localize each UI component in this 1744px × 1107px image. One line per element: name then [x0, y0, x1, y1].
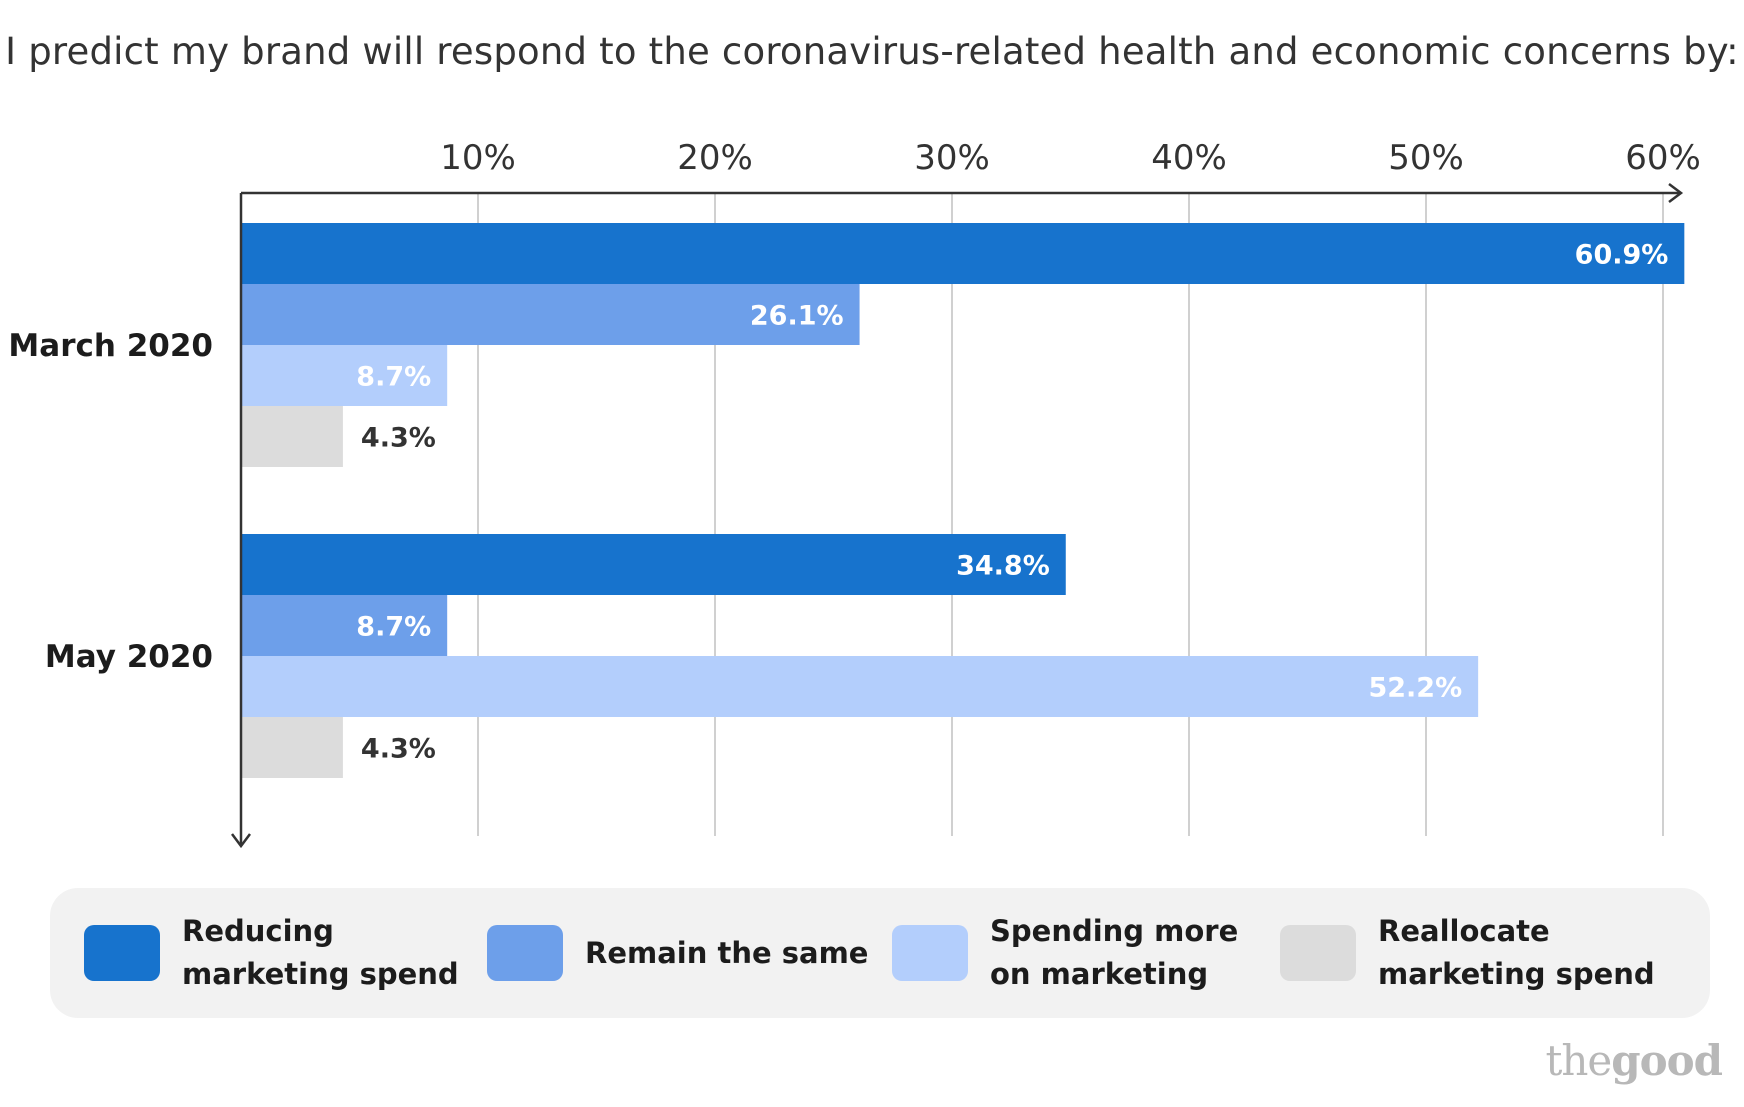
bar-value-labels: 60.9% 26.1% 8.7% 4.3% 34.8% 8.7% 52.2% 4.3% [356, 240, 1668, 765]
brand-logo: thegood [1545, 1036, 1723, 1085]
chart-title: I predict my brand will respond to the c… [5, 30, 1739, 73]
legend-item-remain-the-same: Remain the same [487, 888, 868, 1018]
value-label-may-2020-reducing-marketing-spend: 34.8% [956, 551, 1050, 582]
legend-swatch [84, 925, 160, 981]
x-tick-label-60: 60% [1625, 138, 1701, 178]
bar-march-2020-spending-more-on-marketing [241, 345, 448, 406]
bar-march-2020-reducing-marketing-spend [241, 223, 1685, 284]
x-tick-label-40: 40% [1151, 138, 1227, 178]
group-labels: March 2020 May 2020 [8, 328, 213, 675]
value-label-march-2020-reducing-marketing-spend: 60.9% [1575, 240, 1669, 271]
x-tick-label-20: 20% [677, 138, 753, 178]
x-axis-arrow [1668, 183, 1684, 203]
value-label-may-2020-spending-more-on-marketing: 52.2% [1368, 673, 1462, 704]
value-label-march-2020-remain-the-same: 26.1% [750, 301, 844, 332]
bar-may-2020-remain-the-same [241, 595, 448, 656]
bar-chart: 10% 20% 30% 40% 50% 60% 60.9% 26.1% 8.7% 4.3% 34.… [8, 138, 1701, 849]
x-tick-label-10: 10% [440, 138, 516, 178]
legend: Reducing marketing spend Remain the same S… [50, 888, 1710, 1018]
bar-may-2020-spending-more-on-marketing [241, 656, 1479, 717]
y-axis-arrow [231, 833, 251, 849]
legend-label: Spending more on marketing [990, 914, 1239, 991]
value-label-march-2020-spending-more-on-marketing: 8.7% [356, 362, 431, 393]
value-label-march-2020-reallocate-marketing-spend: 4.3% [361, 423, 436, 454]
legend-item-spending-more-on-marketing: Spending more on marketing [892, 888, 1238, 1018]
bar-march-2020-reallocate-marketing-spend [241, 406, 343, 467]
x-tick-label-30: 30% [914, 138, 990, 178]
legend-item-reallocate-marketing-spend: Reallocate marketing spend [1280, 888, 1655, 1018]
x-axis-ticks: 10% 20% 30% 40% 50% 60% [440, 138, 1701, 178]
axes [231, 183, 1684, 849]
legend-label: Reducing marketing spend [182, 914, 459, 991]
bar-march-2020-remain-the-same [241, 284, 860, 345]
legend-item-reducing-marketing-spend: Reducing marketing spend [84, 888, 459, 1018]
bar-may-2020-reducing-marketing-spend [241, 534, 1066, 595]
group-label-march-2020: March 2020 [8, 328, 213, 364]
value-label-may-2020-remain-the-same: 8.7% [356, 612, 431, 643]
bars [241, 223, 1685, 778]
legend-label: Reallocate marketing spend [1378, 914, 1655, 991]
brand-logo-the: the [1545, 1036, 1612, 1085]
x-tick-label-50: 50% [1388, 138, 1464, 178]
legend-swatch [1280, 925, 1356, 981]
legend-swatch [892, 925, 968, 981]
legend-label: Remain the same [585, 935, 869, 970]
group-label-may-2020: May 2020 [45, 639, 213, 675]
value-label-may-2020-reallocate-marketing-spend: 4.3% [361, 734, 436, 765]
bar-may-2020-reallocate-marketing-spend [241, 717, 343, 778]
brand-logo-good: good [1611, 1036, 1723, 1085]
legend-swatch [487, 925, 563, 981]
